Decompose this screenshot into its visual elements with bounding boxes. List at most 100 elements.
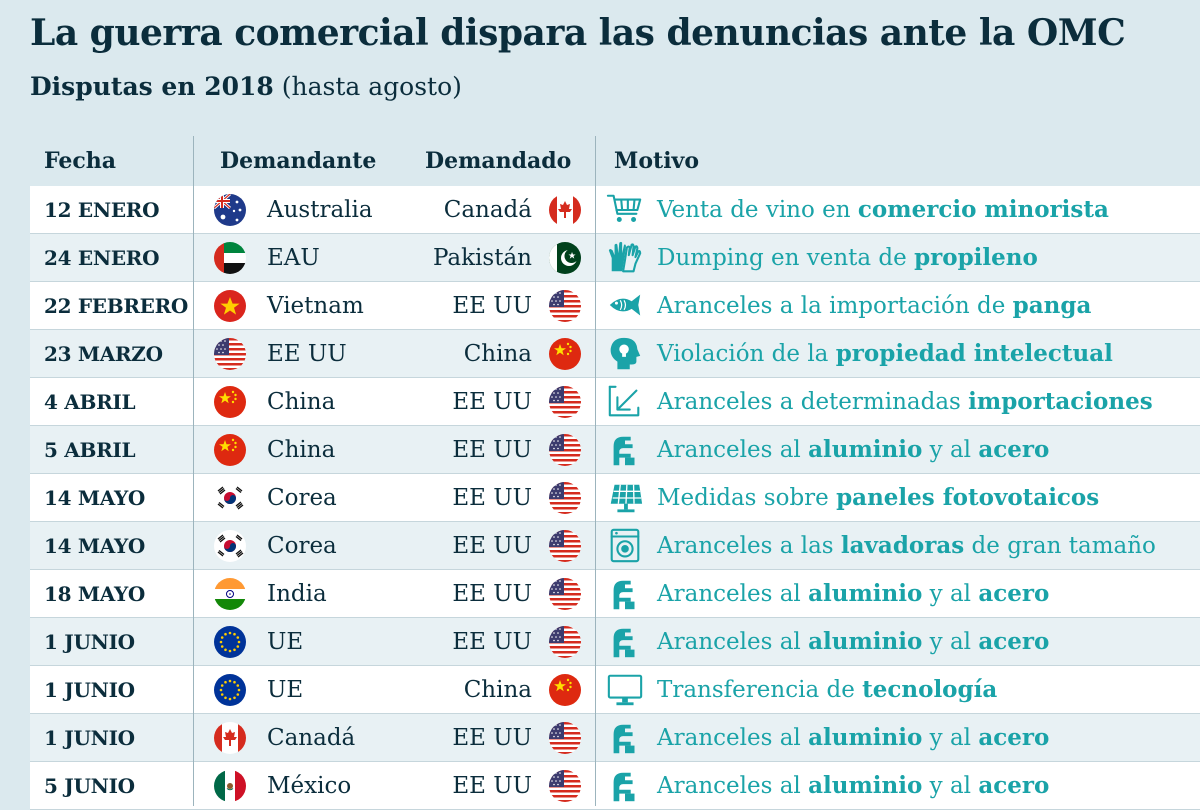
- table-row: 14 MAYO Corea EE UU Medidas sobre panele…: [30, 474, 1200, 522]
- motive-keyword: acero: [978, 724, 1049, 751]
- motive-text: Aranceles a la importación de: [657, 293, 1013, 319]
- row-date: 12 ENERO: [44, 186, 159, 233]
- row-motive: Medidas sobre paneles fotovotaicos: [657, 474, 1099, 521]
- china-flag: [549, 330, 581, 377]
- row-motive: Aranceles al aluminio y al acero: [657, 426, 1049, 473]
- row-respondent: EE UU: [370, 762, 532, 809]
- row-complainant: Vietnam: [267, 282, 364, 329]
- page-title: La guerra comercial dispara las denuncia…: [30, 12, 1125, 54]
- table-row: 5 JUNIO México EE UU Aranceles al alumin…: [30, 762, 1200, 810]
- row-motive: Aranceles a la importación de panga: [657, 282, 1091, 329]
- header-respondent: Demandado: [425, 148, 571, 174]
- table-row: 5 ABRIL China EE UU Aranceles al alumini…: [30, 426, 1200, 474]
- usa-flag: [549, 282, 581, 329]
- usa-flag: [549, 474, 581, 521]
- column-divider-date: [193, 136, 194, 806]
- row-motive: Aranceles al aluminio y al acero: [657, 618, 1049, 665]
- table-row: 18 MAYO India EE UU Aranceles al alumini…: [30, 570, 1200, 618]
- table-row: 14 MAYO Corea EE UU Aranceles a las lava…: [30, 522, 1200, 570]
- australia-flag: [214, 186, 246, 233]
- row-date: 1 JUNIO: [44, 618, 135, 665]
- column-divider-motive: [595, 136, 596, 806]
- row-respondent: China: [370, 666, 532, 713]
- row-complainant: Canadá: [267, 714, 355, 761]
- eu-flag: [214, 618, 246, 665]
- row-motive: Aranceles al aluminio y al acero: [657, 714, 1049, 761]
- row-respondent: EE UU: [370, 714, 532, 761]
- korea-flag: [214, 522, 246, 569]
- row-complainant: Corea: [267, 474, 337, 521]
- row-respondent: EE UU: [370, 570, 532, 617]
- motive-keyword: acero: [978, 436, 1049, 463]
- row-respondent: EE UU: [370, 522, 532, 569]
- usa-flag: [549, 714, 581, 761]
- motive-keyword: paneles fotovotaicos: [836, 484, 1099, 511]
- motive-keyword: aluminio: [808, 772, 922, 799]
- motive-keyword: importaciones: [968, 388, 1153, 415]
- motive-keyword: propiedad intelectual: [836, 340, 1113, 367]
- table-row: 4 ABRIL China EE UU Aranceles a determin…: [30, 378, 1200, 426]
- row-date: 5 JUNIO: [44, 762, 135, 809]
- motive-text: y al: [922, 725, 978, 751]
- table-row: 23 MARZO EE UU China Violación de la pro…: [30, 330, 1200, 378]
- motive-keyword: comercio minorista: [858, 196, 1109, 223]
- row-respondent: EE UU: [370, 378, 532, 425]
- vietnam-flag: [214, 282, 246, 329]
- motive-keyword: acero: [978, 628, 1049, 655]
- row-complainant: UE: [267, 666, 303, 713]
- motive-text: Dumping en venta de: [657, 245, 914, 271]
- motive-keyword: aluminio: [808, 580, 922, 607]
- row-motive: Transferencia de tecnología: [657, 666, 997, 713]
- row-complainant: Corea: [267, 522, 337, 569]
- computer-monitor-icon: [606, 666, 644, 713]
- motive-text: y al: [922, 773, 978, 799]
- motive-text: Aranceles a las: [657, 533, 841, 559]
- uae-flag: [214, 234, 246, 281]
- motive-text: Aranceles al: [657, 437, 808, 463]
- table-row: 1 JUNIO UE China Transferencia de tecnol…: [30, 666, 1200, 714]
- row-date: 5 ABRIL: [44, 426, 135, 473]
- solar-panel-icon: [606, 474, 644, 521]
- row-complainant: India: [267, 570, 327, 617]
- row-motive: Aranceles al aluminio y al acero: [657, 762, 1049, 809]
- usa-flag: [549, 378, 581, 425]
- china-flag: [549, 666, 581, 713]
- motive-text: de gran tamaño: [964, 533, 1156, 559]
- motive-text: y al: [922, 629, 978, 655]
- table-row: 1 JUNIO UE EE UU Aranceles al aluminio y…: [30, 618, 1200, 666]
- row-respondent: EE UU: [370, 618, 532, 665]
- row-complainant: Australia: [267, 186, 373, 233]
- row-complainant: EE UU: [267, 330, 347, 377]
- korea-flag: [214, 474, 246, 521]
- row-date: 18 MAYO: [44, 570, 145, 617]
- row-respondent: EE UU: [370, 282, 532, 329]
- usa-flag: [214, 330, 246, 377]
- motive-text: y al: [922, 437, 978, 463]
- usa-flag: [549, 762, 581, 809]
- row-motive: Aranceles a las lavadoras de gran tamaño: [657, 522, 1156, 569]
- row-respondent: Canadá: [370, 186, 532, 233]
- canada-flag: [549, 186, 581, 233]
- row-motive: Dumping en venta de propileno: [657, 234, 1038, 281]
- disputes-table: 12 ENERO Australia Canadá Venta de vino …: [30, 186, 1200, 810]
- row-respondent: EE UU: [370, 474, 532, 521]
- row-motive: Venta de vino en comercio minorista: [657, 186, 1109, 233]
- motive-text: Aranceles al: [657, 773, 808, 799]
- motive-keyword: propileno: [914, 244, 1038, 271]
- table-row: 1 JUNIO Canadá EE UU Aranceles al alumin…: [30, 714, 1200, 762]
- head-lightbulb-icon: [606, 330, 644, 377]
- row-motive: Violación de la propiedad intelectual: [657, 330, 1113, 377]
- row-date: 22 FEBRERO: [44, 282, 188, 329]
- motive-keyword: tecnología: [862, 676, 997, 703]
- row-complainant: EAU: [267, 234, 320, 281]
- pakistan-flag: [549, 234, 581, 281]
- motive-text: Transferencia de: [657, 677, 862, 703]
- canada-flag: [214, 714, 246, 761]
- steel-beam-icon: [606, 618, 644, 665]
- header-complainant: Demandante: [220, 148, 376, 174]
- motive-text: Venta de vino en: [657, 197, 858, 223]
- row-date: 1 JUNIO: [44, 714, 135, 761]
- fish-icon: [606, 282, 644, 329]
- shopping-cart-icon: [606, 186, 644, 233]
- motive-keyword: acero: [978, 772, 1049, 799]
